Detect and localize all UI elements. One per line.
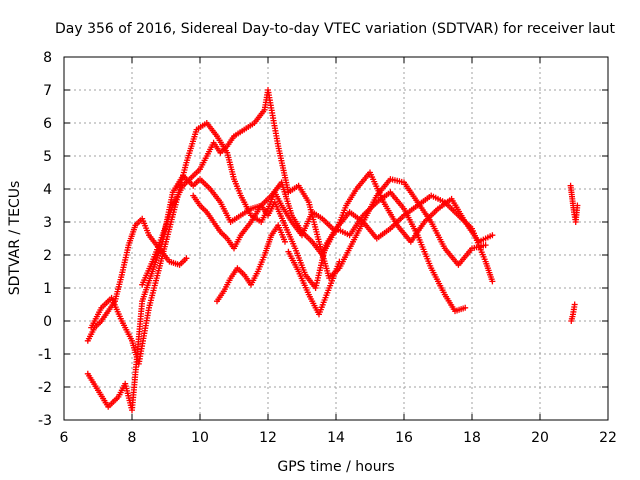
data-point [462, 304, 469, 311]
data-point [336, 258, 343, 265]
data-point [482, 242, 489, 249]
data-series [568, 301, 578, 324]
y-tick-label: 7 [43, 83, 52, 99]
data-series [285, 248, 343, 318]
x-tick-label: 22 [599, 430, 617, 446]
data-point [571, 301, 578, 308]
y-tick-label: -3 [38, 413, 52, 429]
data-series [214, 222, 288, 305]
y-tick-label: 2 [43, 248, 52, 264]
x-tick-label: 20 [531, 430, 549, 446]
y-tick-label: 3 [43, 215, 52, 231]
y-axis-label: SDTVAR / TECUs [7, 181, 23, 296]
x-tick-label: 10 [191, 430, 209, 446]
y-tick-label: 4 [43, 182, 52, 198]
x-tick-label: 6 [60, 430, 69, 446]
y-tick-label: 5 [43, 149, 52, 165]
y-tick-label: 8 [43, 50, 52, 66]
data-point [574, 202, 581, 209]
x-tick-label: 8 [128, 430, 137, 446]
data-point [183, 255, 190, 262]
x-tick-label: 18 [463, 430, 481, 446]
y-tick-label: 0 [43, 314, 52, 330]
x-tick-label: 14 [327, 430, 345, 446]
data-points [84, 87, 581, 414]
data-series [190, 179, 496, 285]
data-series [567, 182, 581, 225]
x-tick-label: 16 [395, 430, 413, 446]
x-axis-ticks: 6 8 10 12 14 16 18 20 22 [60, 57, 617, 446]
chart-title: Day 356 of 2016, Sidereal Day-to-day VTE… [55, 21, 616, 37]
x-axis-label: GPS time / hours [277, 459, 394, 475]
y-tick-label: 6 [43, 116, 52, 132]
y-tick-label: -1 [38, 347, 52, 363]
x-tick-label: 12 [259, 430, 277, 446]
y-tick-label: 1 [43, 281, 52, 297]
data-point [489, 278, 496, 285]
data-point [282, 238, 288, 245]
data-point [489, 232, 496, 239]
gridlines [64, 57, 608, 420]
y-tick-label: -2 [38, 380, 52, 396]
data-series [84, 215, 190, 344]
y-axis-ticks: -3 -2 -1 0 1 2 3 4 5 6 7 8 [38, 50, 608, 429]
